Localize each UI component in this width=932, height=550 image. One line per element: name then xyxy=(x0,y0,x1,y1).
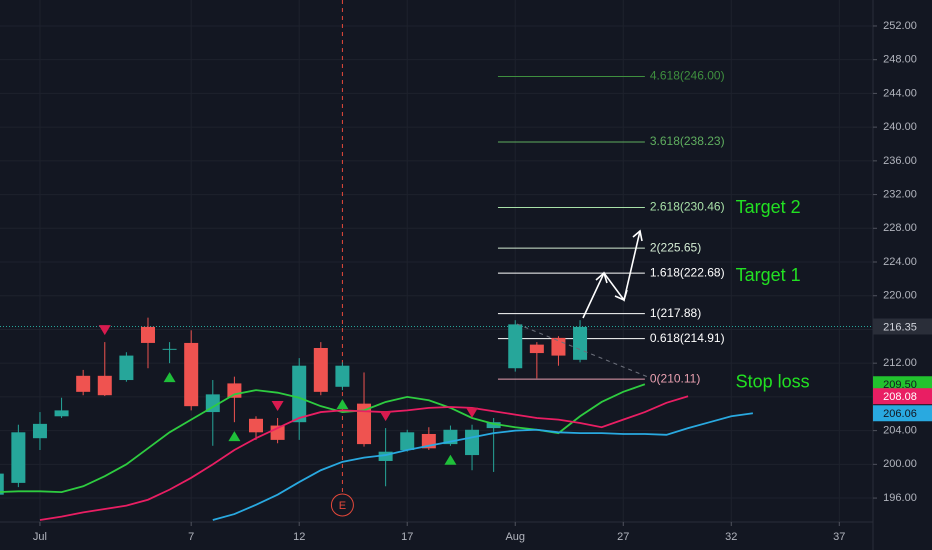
moving-average xyxy=(212,412,754,521)
candle-body xyxy=(119,355,134,381)
moving-average xyxy=(39,395,689,521)
earnings-badge xyxy=(330,493,354,517)
fib-label: 0.618(214.91) xyxy=(650,331,725,345)
buy-signal xyxy=(163,372,176,383)
price-tag xyxy=(873,388,932,405)
y-tick-label: 200.00 xyxy=(883,458,917,470)
candle-body xyxy=(486,422,501,429)
y-tick-label: 244.00 xyxy=(883,87,917,99)
x-tick-label: 12 xyxy=(293,531,305,543)
fib-label: 4.618(246.00) xyxy=(650,69,725,83)
buy-signal xyxy=(228,431,241,442)
candle-body xyxy=(32,423,47,439)
y-tick-label: 252.00 xyxy=(883,20,917,32)
sell-signal xyxy=(466,407,479,418)
fib-label: 2.618(230.46) xyxy=(650,200,725,214)
price-tag-label: 216.35 xyxy=(883,321,917,333)
candle-body xyxy=(551,337,566,356)
x-tick-label: Jul xyxy=(33,531,47,543)
candle-body xyxy=(0,473,4,495)
candle-body xyxy=(508,324,523,369)
x-tick-label: 32 xyxy=(725,531,737,543)
x-tick-label: 7 xyxy=(188,531,194,543)
candle-body xyxy=(97,375,112,396)
y-tick-label: 220.00 xyxy=(883,290,917,302)
candle-body xyxy=(76,375,91,392)
y-tick-label: 232.00 xyxy=(883,188,917,200)
x-tick-label: Aug xyxy=(505,531,525,543)
grid xyxy=(0,0,873,522)
price-tag-label: 208.08 xyxy=(883,391,917,403)
y-tick-label: 212.00 xyxy=(883,357,917,369)
fib-label: 3.618(238.23) xyxy=(650,134,725,148)
fib-label: 2(225.65) xyxy=(650,240,701,254)
candle-body xyxy=(400,432,415,451)
buy-signal xyxy=(336,399,349,410)
x-tick-label: 27 xyxy=(617,531,629,543)
fib-label: 0(210.11) xyxy=(650,371,700,385)
candle-body xyxy=(465,429,480,456)
sell-signal xyxy=(271,400,284,411)
candle-body xyxy=(54,410,69,417)
arrow-head xyxy=(614,289,628,302)
candle-body xyxy=(573,326,588,360)
candle-body xyxy=(140,326,155,343)
candle-body xyxy=(529,344,544,354)
arrow-head xyxy=(595,271,608,284)
y-tick-label: 228.00 xyxy=(883,222,917,234)
candle-body xyxy=(162,348,177,350)
fib-label: 1.618(222.68) xyxy=(650,265,725,279)
buy-signal xyxy=(444,454,457,465)
x-tick-label: 37 xyxy=(833,531,845,543)
plot: E 0(210.11) 0.618(214.91) 1(217.88) 1.618(22… xyxy=(0,0,873,521)
arrow-head xyxy=(632,229,643,242)
candle-body xyxy=(249,418,264,433)
price-tag xyxy=(873,405,932,422)
annotation: Stop loss xyxy=(736,372,810,392)
sell-signal xyxy=(379,411,392,422)
annotation: Target 2 xyxy=(736,197,801,217)
y-tick-label: 236.00 xyxy=(883,155,917,167)
fib-label: 1(217.88) xyxy=(650,306,701,320)
y-tick-label: 248.00 xyxy=(883,54,917,66)
axis-layer: 196.00200.00204.00208.00212.00216.00220.… xyxy=(33,20,932,543)
candle-body xyxy=(205,394,220,413)
candle-body xyxy=(227,383,242,398)
sell-signal xyxy=(98,325,111,336)
y-tick-label: 224.00 xyxy=(883,256,917,268)
candle-body xyxy=(378,451,393,461)
price-axis xyxy=(873,0,932,550)
candle-body xyxy=(11,432,26,483)
earnings-label: E xyxy=(339,500,346,512)
annotation: Target 1 xyxy=(736,265,801,285)
x-tick-label: 17 xyxy=(401,531,413,543)
candle-body xyxy=(357,403,372,445)
price-tag-label: 209.50 xyxy=(883,379,917,391)
y-tick-label: 204.00 xyxy=(883,425,917,437)
candle-body xyxy=(313,348,328,392)
y-tick-label: 196.00 xyxy=(883,492,917,504)
price-tag-label: 206.06 xyxy=(883,408,917,420)
y-tick-label: 240.00 xyxy=(883,121,917,133)
candle-body xyxy=(184,342,199,407)
candle-body xyxy=(335,365,350,387)
candle-body xyxy=(292,365,307,423)
path-arrow xyxy=(582,230,641,319)
price-tag xyxy=(873,318,932,335)
